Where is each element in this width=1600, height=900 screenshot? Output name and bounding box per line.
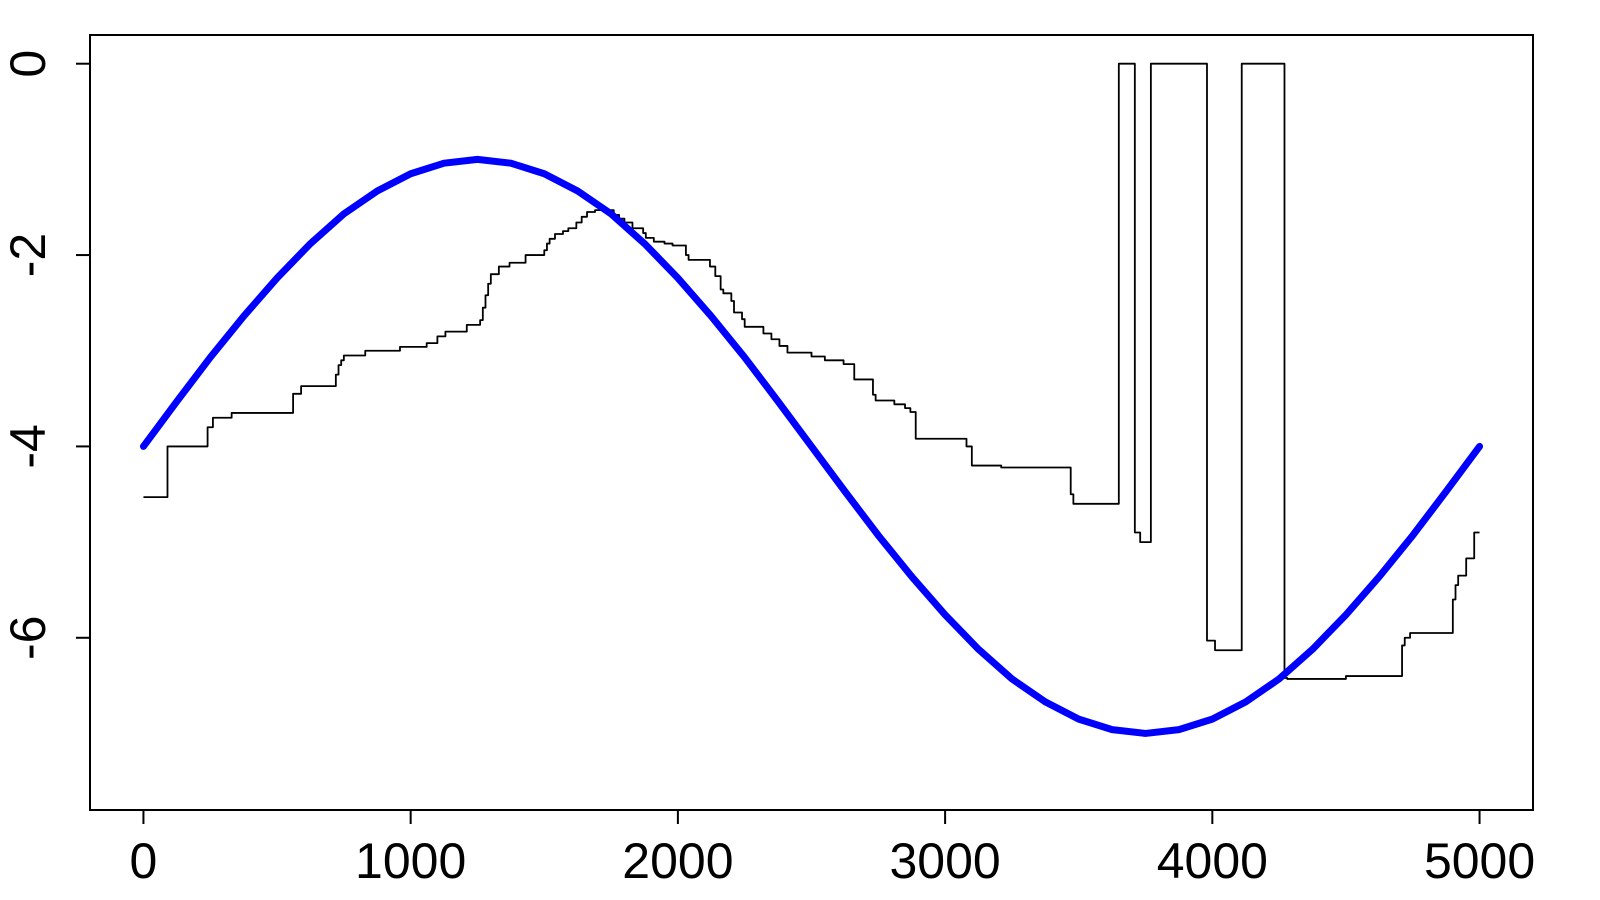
y-tick-label: -2	[0, 233, 56, 277]
x-tick-label: 2000	[622, 833, 733, 889]
x-axis: 0 1000 2000 3000 4000 5000	[130, 810, 1535, 889]
plot-frame	[89, 34, 1534, 811]
series-line-step-function	[143, 62, 1480, 680]
y-tick-label: -4	[0, 424, 56, 468]
x-tick-label: 3000	[889, 833, 1000, 889]
x-tick-label: 0	[130, 833, 158, 889]
series-line-smooth-curve	[139, 155, 1484, 737]
x-tick-label: 4000	[1157, 833, 1268, 889]
y-tick-label: -6	[0, 616, 56, 660]
x-tick-label: 5000	[1424, 833, 1535, 889]
series-layer	[139, 62, 1484, 737]
y-tick-label: 0	[0, 50, 56, 78]
x-tick-label: 1000	[355, 833, 466, 889]
y-axis: 0 -2 -4 -6	[0, 50, 90, 660]
